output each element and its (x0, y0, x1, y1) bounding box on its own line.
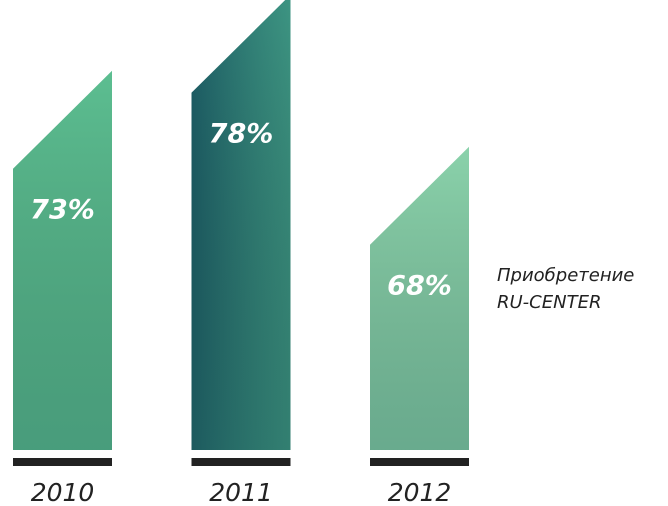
value-label: 78% (209, 118, 274, 149)
baseline (370, 458, 469, 466)
x-tick-label: 2012 (388, 478, 452, 506)
value-label: 73% (30, 194, 95, 225)
baseline (191, 458, 291, 466)
x-tick-label: 2010 (31, 478, 95, 506)
annotation: Приобретение RU-CENTER (497, 265, 635, 313)
x-tick-label: 2011 (209, 478, 273, 506)
baseline (13, 458, 112, 466)
bar-shade (370, 146, 469, 451)
value-label: 68% (387, 270, 452, 301)
bar-shade (191, 0, 291, 450)
bar-shade (13, 70, 112, 451)
